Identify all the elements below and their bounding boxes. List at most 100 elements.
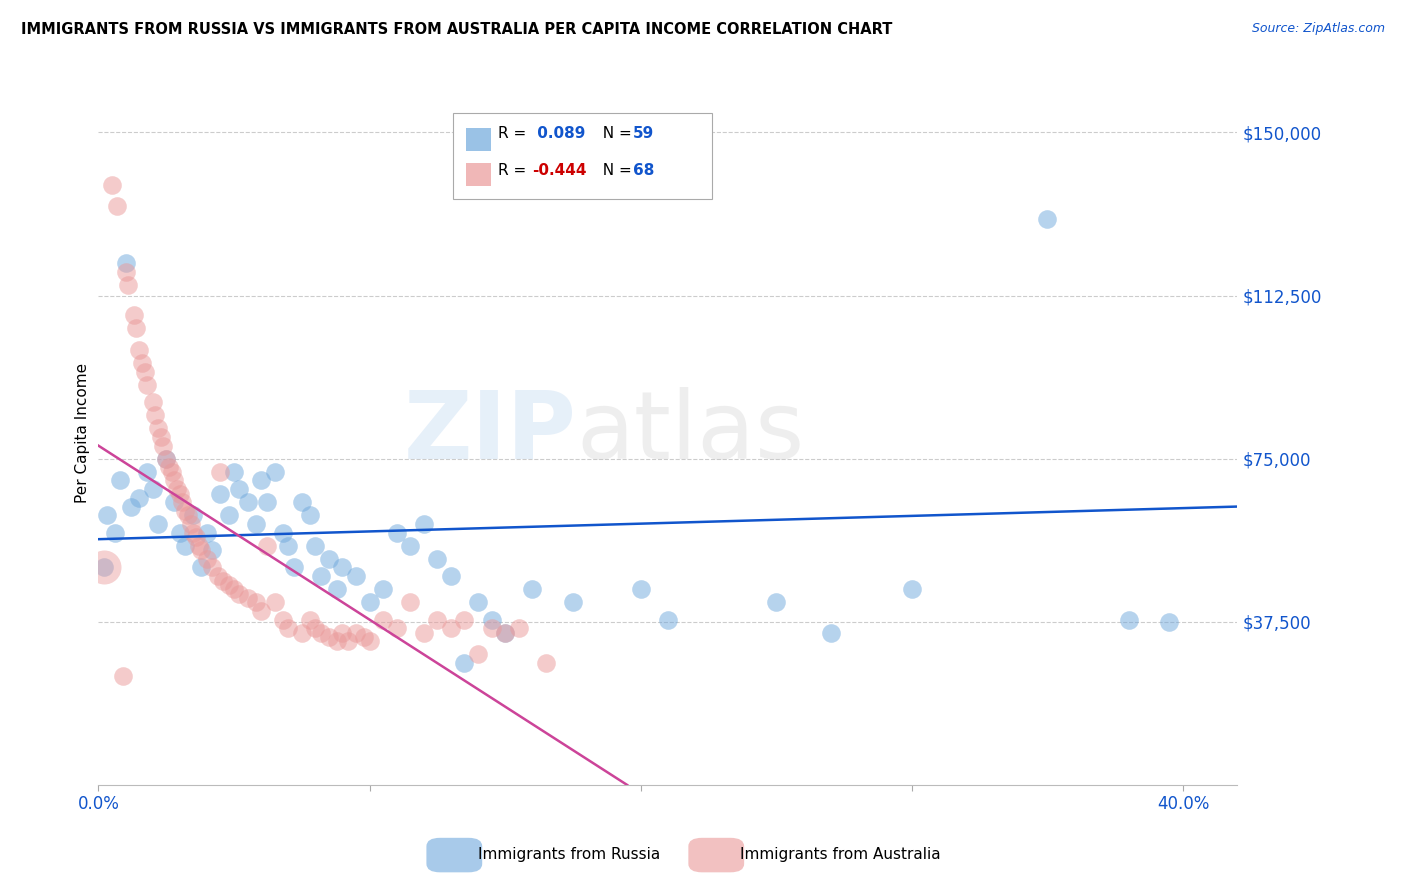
Point [291, 495, 314, 509]
Text: 0.089: 0.089 [533, 126, 586, 141]
Point [440, 569, 463, 583]
Point [820, 625, 842, 640]
Point [128, 343, 150, 357]
Point [117, 277, 139, 292]
FancyBboxPatch shape [426, 838, 482, 872]
FancyBboxPatch shape [689, 838, 744, 872]
Point [657, 613, 679, 627]
Point [250, 474, 273, 488]
Point [177, 508, 200, 523]
Point [136, 465, 159, 479]
Point [111, 669, 134, 683]
Point [93, 560, 115, 574]
Point [187, 539, 209, 553]
Point [630, 582, 652, 597]
Text: atlas: atlas [576, 386, 806, 479]
Point [481, 613, 503, 627]
Point [263, 465, 285, 479]
Point [146, 421, 169, 435]
Point [149, 430, 172, 444]
Point [534, 656, 557, 670]
Point [218, 578, 240, 592]
Point [222, 465, 245, 479]
Point [114, 265, 136, 279]
Point [467, 595, 489, 609]
Text: Source: ZipAtlas.com: Source: ZipAtlas.com [1251, 22, 1385, 36]
Point [562, 595, 585, 609]
Point [298, 613, 321, 627]
Point [309, 625, 332, 640]
Text: N =: N = [593, 126, 637, 141]
Point [522, 582, 544, 597]
Text: ZIP: ZIP [404, 386, 576, 479]
Point [125, 321, 148, 335]
Point [190, 560, 212, 574]
Point [108, 474, 131, 488]
Point [250, 604, 273, 618]
Point [146, 516, 169, 531]
Point [184, 530, 207, 544]
Point [136, 377, 159, 392]
Point [195, 551, 218, 566]
Point [96, 508, 118, 523]
Point [385, 621, 408, 635]
Point [298, 508, 321, 523]
Point [426, 613, 449, 627]
Point [228, 482, 250, 496]
Point [371, 582, 394, 597]
Point [901, 582, 924, 597]
Point [180, 516, 202, 531]
Point [209, 486, 232, 500]
Y-axis label: Per Capita Income: Per Capita Income [75, 362, 90, 503]
Point [172, 495, 194, 509]
Text: 59: 59 [633, 126, 654, 141]
Point [494, 625, 516, 640]
Point [1118, 613, 1140, 627]
Point [326, 634, 349, 648]
Point [174, 504, 197, 518]
Point [453, 613, 475, 627]
Point [277, 621, 299, 635]
Point [222, 582, 245, 597]
Point [765, 595, 787, 609]
Point [245, 595, 267, 609]
Point [344, 625, 367, 640]
Point [271, 613, 294, 627]
Point [426, 551, 449, 566]
Point [155, 451, 177, 466]
Point [183, 525, 205, 540]
Point [169, 486, 191, 500]
Text: Immigrants from Russia: Immigrants from Russia [478, 847, 659, 862]
Point [332, 625, 354, 640]
Point [344, 569, 367, 583]
Point [120, 500, 142, 514]
Point [467, 648, 489, 662]
FancyBboxPatch shape [453, 112, 713, 200]
Point [201, 543, 224, 558]
Point [399, 539, 422, 553]
Point [207, 569, 229, 583]
Point [122, 308, 145, 322]
Point [212, 574, 235, 588]
Point [195, 525, 218, 540]
Point [263, 595, 285, 609]
Text: IMMIGRANTS FROM RUSSIA VS IMMIGRANTS FROM AUSTRALIA PER CAPITA INCOME CORRELATIO: IMMIGRANTS FROM RUSSIA VS IMMIGRANTS FRO… [21, 22, 893, 37]
Point [163, 495, 186, 509]
Text: -0.444: -0.444 [533, 162, 586, 178]
Point [142, 395, 165, 409]
Point [142, 482, 165, 496]
Point [1036, 212, 1059, 227]
Text: Immigrants from Australia: Immigrants from Australia [740, 847, 941, 862]
Text: R =: R = [498, 162, 531, 178]
Point [453, 656, 475, 670]
Text: R =: R = [498, 126, 531, 141]
Point [228, 586, 250, 600]
Point [304, 539, 326, 553]
Point [277, 539, 299, 553]
Point [155, 451, 177, 466]
Point [256, 495, 278, 509]
Point [101, 178, 124, 192]
Point [336, 634, 359, 648]
Point [291, 625, 314, 640]
Point [326, 582, 349, 597]
